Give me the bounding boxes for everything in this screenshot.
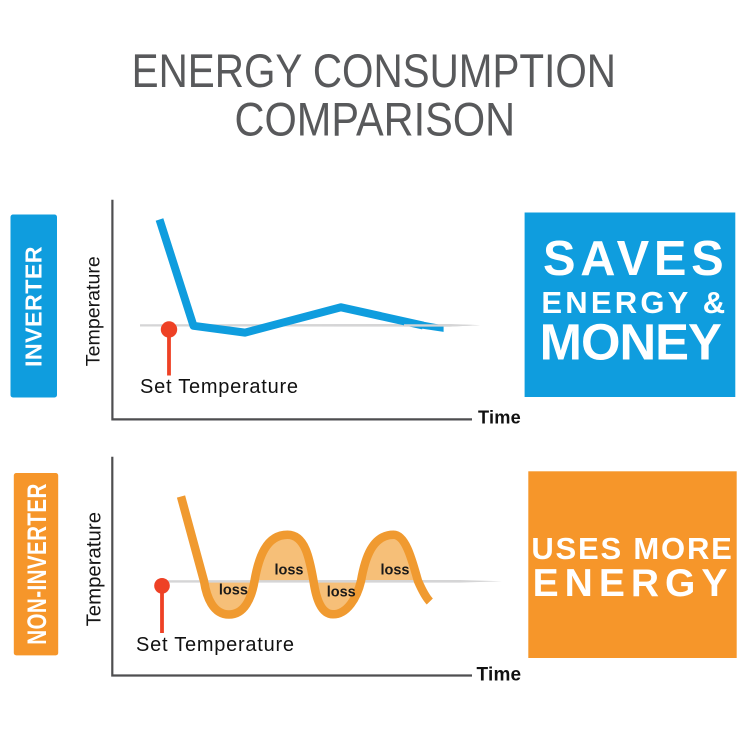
svg-text:Set Temperature: Set Temperature (136, 634, 295, 656)
svg-text:loss: loss (274, 563, 303, 579)
svg-text:Time: Time (477, 664, 522, 685)
svg-text:INVERTER: INVERTER (21, 246, 47, 367)
svg-text:NON-INVERTER: NON-INVERTER (22, 483, 52, 645)
svg-text:loss: loss (327, 584, 356, 600)
svg-text:Set Temperature: Set Temperature (140, 376, 299, 398)
svg-text:ENERGY: ENERGY (533, 562, 734, 605)
svg-text:USES MORE: USES MORE (531, 531, 733, 566)
svg-text:loss: loss (380, 563, 409, 579)
svg-text:Temperature: Temperature (84, 512, 106, 626)
svg-text:loss: loss (219, 583, 248, 599)
svg-text:ENERGY &: ENERGY & (541, 285, 728, 320)
svg-text:SAVES: SAVES (543, 232, 728, 286)
svg-text:MONEY: MONEY (540, 314, 722, 371)
svg-text:COMPARISON: COMPARISON (235, 94, 516, 146)
svg-text:Time: Time (478, 408, 521, 428)
svg-text:Temperature: Temperature (83, 256, 105, 366)
svg-text:ENERGY CONSUMPTION: ENERGY CONSUMPTION (132, 45, 616, 98)
